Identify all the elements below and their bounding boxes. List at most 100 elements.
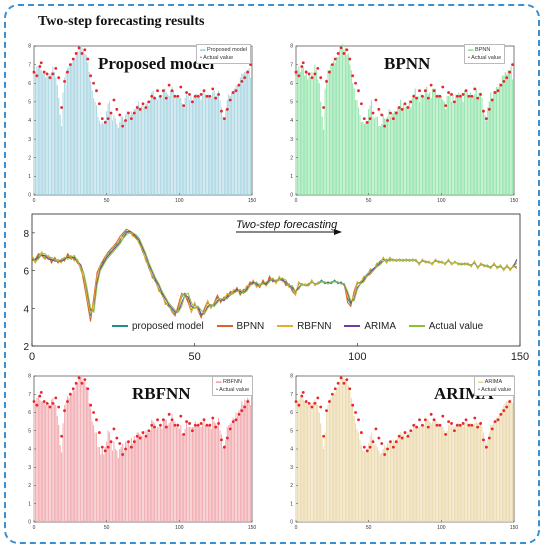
prediction-bar bbox=[123, 120, 125, 196]
actual-point bbox=[391, 445, 395, 449]
prediction-bar bbox=[503, 405, 505, 523]
prediction-bar bbox=[330, 64, 332, 196]
actual-point bbox=[447, 420, 450, 424]
legend-entry: Actual value bbox=[481, 387, 512, 393]
actual-point bbox=[354, 81, 357, 85]
y-tick-label: 8 bbox=[28, 44, 31, 50]
figure-title: Two-step forecasting results bbox=[38, 14, 205, 29]
actual-point bbox=[118, 442, 122, 445]
actual-point bbox=[135, 106, 139, 109]
actual-point bbox=[193, 94, 197, 98]
prediction-bar bbox=[346, 381, 348, 523]
prediction-bar bbox=[220, 434, 222, 523]
prediction-bar bbox=[174, 94, 176, 196]
actual-point bbox=[222, 117, 226, 121]
prediction-bar bbox=[119, 122, 121, 196]
prediction-bar bbox=[74, 58, 76, 196]
prediction-bar bbox=[490, 92, 492, 196]
actual-point bbox=[307, 72, 311, 76]
y-tick-label: 0 bbox=[28, 520, 31, 526]
prediction-bar bbox=[449, 94, 451, 196]
prediction-bar bbox=[359, 439, 361, 523]
actual-point bbox=[508, 70, 512, 74]
x-tick-label: 100 bbox=[348, 351, 366, 363]
prediction-bar bbox=[308, 405, 310, 523]
prediction-bar bbox=[466, 92, 468, 196]
y-tick-label: 5 bbox=[28, 428, 31, 434]
legend-entry: Proposed model bbox=[207, 47, 248, 53]
actual-point bbox=[397, 434, 401, 438]
prediction-bar bbox=[339, 49, 341, 196]
prediction-bar bbox=[387, 443, 389, 523]
prediction-bar bbox=[510, 66, 512, 196]
prediction-bar bbox=[484, 114, 486, 196]
prediction-bar bbox=[74, 390, 76, 523]
prediction-bar bbox=[307, 405, 309, 523]
prediction-bar bbox=[494, 419, 496, 523]
prediction-bar bbox=[477, 423, 479, 523]
actual-point bbox=[48, 76, 52, 80]
actual-point bbox=[450, 422, 453, 425]
actual-point bbox=[328, 400, 331, 403]
prediction-bar bbox=[175, 426, 177, 523]
prediction-bar bbox=[226, 99, 228, 196]
actual-point bbox=[156, 89, 159, 93]
actual-point bbox=[351, 74, 355, 78]
prediction-bar bbox=[391, 112, 393, 196]
x-tick-label: 0 bbox=[295, 525, 298, 531]
actual-point bbox=[499, 83, 503, 87]
actual-point bbox=[371, 440, 375, 444]
title-arrow-head bbox=[334, 229, 342, 235]
actual-point bbox=[83, 378, 87, 382]
prediction-bar bbox=[199, 96, 201, 196]
actual-point bbox=[339, 46, 343, 50]
actual-point bbox=[132, 111, 136, 115]
y-tick-label: 1 bbox=[28, 174, 31, 180]
prediction-bar bbox=[507, 401, 509, 523]
actual-point bbox=[173, 423, 177, 427]
actual-point bbox=[112, 427, 116, 431]
prediction-bar bbox=[177, 423, 179, 523]
prediction-bar bbox=[448, 96, 450, 196]
prediction-bar bbox=[114, 118, 116, 196]
actual-point bbox=[138, 107, 142, 111]
x-tick-label: 100 bbox=[437, 525, 446, 531]
prediction-bar bbox=[231, 92, 233, 196]
prediction-bar bbox=[87, 62, 89, 196]
prediction-bar bbox=[245, 71, 247, 196]
prediction-bar bbox=[180, 98, 182, 196]
actual-point bbox=[57, 76, 61, 80]
actual-point bbox=[35, 74, 39, 78]
prediction-bar bbox=[155, 428, 157, 523]
x-tick-label: 50 bbox=[366, 198, 372, 204]
prediction-bar bbox=[312, 401, 314, 523]
actual-point bbox=[95, 418, 98, 422]
prediction-bar bbox=[103, 454, 105, 523]
prediction-bar bbox=[120, 116, 122, 196]
prediction-bar bbox=[49, 73, 51, 196]
prediction-bar bbox=[440, 425, 442, 523]
actual-point bbox=[109, 111, 113, 115]
series-line bbox=[31, 232, 518, 315]
prediction-bar bbox=[138, 432, 140, 523]
prediction-bar bbox=[501, 408, 503, 523]
actual-point bbox=[409, 429, 413, 433]
actual-point bbox=[470, 423, 474, 427]
prediction-bar bbox=[46, 403, 48, 523]
actual-point bbox=[106, 117, 110, 121]
prediction-bar bbox=[407, 105, 409, 196]
prediction-bar bbox=[82, 49, 84, 196]
prediction-bar bbox=[116, 124, 118, 196]
prediction-bar bbox=[197, 423, 199, 523]
prediction-bar bbox=[462, 426, 464, 523]
prediction-bar bbox=[189, 99, 191, 196]
actual-point bbox=[80, 52, 84, 55]
prediction-bar bbox=[94, 101, 96, 196]
prediction-bar bbox=[299, 71, 301, 196]
actual-point bbox=[80, 381, 84, 385]
actual-point bbox=[330, 63, 334, 67]
prediction-bar bbox=[333, 60, 335, 196]
prediction-bar bbox=[461, 425, 463, 523]
actual-point bbox=[322, 434, 326, 438]
prediction-bar bbox=[55, 405, 57, 523]
